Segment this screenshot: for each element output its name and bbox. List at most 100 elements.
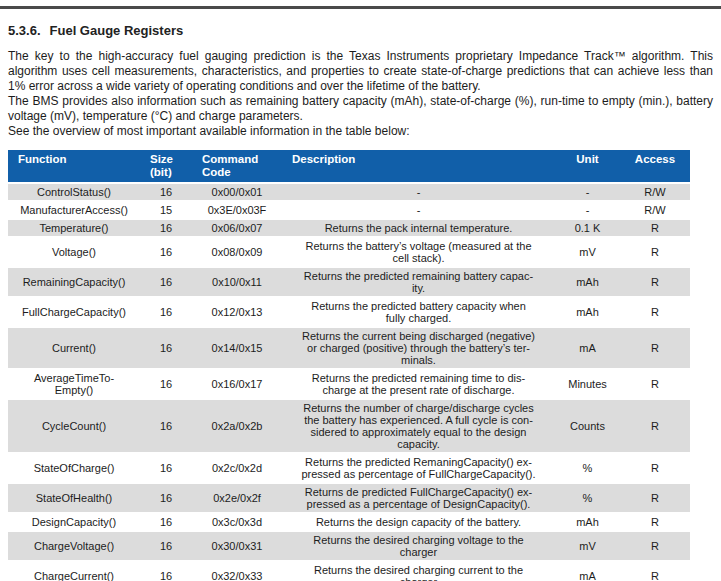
- table-row: Current()160x14/0x15Returns the current …: [8, 328, 690, 368]
- top-rule: [0, 6, 721, 9]
- table-row: ChargeVoltage()160x30/0x31Returns the de…: [8, 532, 690, 560]
- unit-cell: mA: [555, 328, 620, 368]
- command-code-cell: 0x10/0x11: [192, 268, 282, 296]
- fuel-gauge-registers-table: Function Size (bit) Command Code Descrip…: [8, 148, 690, 581]
- table-row: CycleCount()160x2a/0x2bReturns the numbe…: [8, 400, 690, 452]
- size-cell: 16: [140, 370, 192, 398]
- command-code-cell: 0x2a/0x2b: [192, 400, 282, 452]
- description-cell: Returns the battery’s voltage (measured …: [282, 238, 555, 266]
- function-cell: ChargeVoltage(): [8, 532, 140, 560]
- function-cell: FullChargeCapacity(): [8, 298, 140, 326]
- command-code-cell: 0x2c/0x2d: [192, 454, 282, 482]
- col-header-function: Function: [8, 150, 140, 182]
- access-cell: R: [620, 562, 690, 581]
- unit-cell: mAh: [555, 268, 620, 296]
- function-cell: Temperature(): [8, 220, 140, 236]
- access-cell: R: [620, 370, 690, 398]
- access-cell: R: [620, 220, 690, 236]
- intro-paragraph-3: See the overview of most important avail…: [8, 124, 713, 139]
- unit-cell: Counts: [555, 400, 620, 452]
- table-row: FullChargeCapacity()160x12/0x13Returns t…: [8, 298, 690, 326]
- function-cell: Current(): [8, 328, 140, 368]
- function-cell: Voltage(): [8, 238, 140, 266]
- description-cell: Returns the design capacity of the batte…: [282, 514, 555, 530]
- access-cell: R: [620, 532, 690, 560]
- access-cell: R: [620, 400, 690, 452]
- command-code-cell: 0x00/0x01: [192, 184, 282, 200]
- description-cell: Returns the predicted RemaningCapacity()…: [282, 454, 555, 482]
- command-code-cell: 0x14/0x15: [192, 328, 282, 368]
- access-cell: R: [620, 514, 690, 530]
- function-cell: ControlStatus(): [8, 184, 140, 200]
- access-cell: R/W: [620, 202, 690, 218]
- intro-paragraph-1: The key to the high-accuracy fuel gaugin…: [8, 49, 713, 94]
- intro-paragraph-2: The BMS provides also information such a…: [8, 94, 713, 124]
- size-cell: 16: [140, 454, 192, 482]
- description-cell: Returns the current being discharged (ne…: [282, 328, 555, 368]
- description-cell: Returns the predicted remaining time to …: [282, 370, 555, 398]
- command-code-cell: 0x06/0x07: [192, 220, 282, 236]
- unit-cell: mAh: [555, 298, 620, 326]
- unit-cell: %: [555, 454, 620, 482]
- document-page: 5.3.6. Fuel Gauge Registers The key to th…: [0, 23, 721, 581]
- col-header-access: Access: [620, 150, 690, 182]
- access-cell: R: [620, 328, 690, 368]
- size-cell: 16: [140, 400, 192, 452]
- section-title: Fuel Gauge Registers: [50, 23, 184, 38]
- access-cell: R: [620, 238, 690, 266]
- function-cell: AverageTimeTo- Empty(): [8, 370, 140, 398]
- command-code-cell: 0x08/0x09: [192, 238, 282, 266]
- description-cell: Returns de predicted FullChargeCapacity(…: [282, 484, 555, 512]
- size-cell: 16: [140, 562, 192, 581]
- unit-cell: mV: [555, 238, 620, 266]
- table-body: ControlStatus()160x00/0x01--R/WManufactu…: [8, 184, 690, 581]
- function-cell: ChargeCurrent(): [8, 562, 140, 581]
- size-cell: 16: [140, 268, 192, 296]
- function-cell: DesignCapacity(): [8, 514, 140, 530]
- size-cell: 16: [140, 220, 192, 236]
- unit-cell: Minutes: [555, 370, 620, 398]
- function-cell: StateOfCharge(): [8, 454, 140, 482]
- col-header-size: Size (bit): [140, 150, 192, 182]
- table-row: AverageTimeTo- Empty()160x16/0x17Returns…: [8, 370, 690, 398]
- size-cell: 16: [140, 532, 192, 560]
- size-cell: 16: [140, 328, 192, 368]
- table-row: ControlStatus()160x00/0x01--R/W: [8, 184, 690, 200]
- table-row: ChargeCurrent()160x32/0x33Returns the de…: [8, 562, 690, 581]
- command-code-cell: 0x30/0x31: [192, 532, 282, 560]
- access-cell: R: [620, 484, 690, 512]
- unit-cell: -: [555, 184, 620, 200]
- size-cell: 16: [140, 514, 192, 530]
- col-header-unit: Unit: [555, 150, 620, 182]
- command-code-cell: 0x3c/0x3d: [192, 514, 282, 530]
- access-cell: R: [620, 298, 690, 326]
- function-cell: StateOfHealth(): [8, 484, 140, 512]
- description-cell: -: [282, 184, 555, 200]
- col-header-description: Description: [282, 150, 555, 182]
- description-cell: -: [282, 202, 555, 218]
- table-row: StateOfHealth()160x2e/0x2fReturns de pre…: [8, 484, 690, 512]
- unit-cell: mV: [555, 532, 620, 560]
- size-cell: 16: [140, 238, 192, 266]
- table-row: StateOfCharge()160x2c/0x2dReturns the pr…: [8, 454, 690, 482]
- table-row: Temperature()160x06/0x07Returns the pack…: [8, 220, 690, 236]
- table-row: ManufacturerAccess()150x3E/0x03F--R/W: [8, 202, 690, 218]
- description-cell: Returns the desired charging current to …: [282, 562, 555, 581]
- access-cell: R: [620, 268, 690, 296]
- command-code-cell: 0x32/0x33: [192, 562, 282, 581]
- description-cell: Returns the desired charging voltage to …: [282, 532, 555, 560]
- access-cell: R/W: [620, 184, 690, 200]
- function-cell: CycleCount(): [8, 400, 140, 452]
- command-code-cell: 0x12/0x13: [192, 298, 282, 326]
- table-row: Voltage()160x08/0x09Returns the battery’…: [8, 238, 690, 266]
- intro-paragraphs: The key to the high-accuracy fuel gaugin…: [8, 49, 713, 139]
- unit-cell: -: [555, 202, 620, 218]
- unit-cell: mAh: [555, 514, 620, 530]
- access-cell: R: [620, 454, 690, 482]
- section-number: 5.3.6.: [8, 23, 41, 38]
- function-cell: RemainingCapacity(): [8, 268, 140, 296]
- command-code-cell: 0x2e/0x2f: [192, 484, 282, 512]
- description-cell: Returns the pack internal temperature.: [282, 220, 555, 236]
- size-cell: 16: [140, 484, 192, 512]
- description-cell: Returns the predicted battery capacity w…: [282, 298, 555, 326]
